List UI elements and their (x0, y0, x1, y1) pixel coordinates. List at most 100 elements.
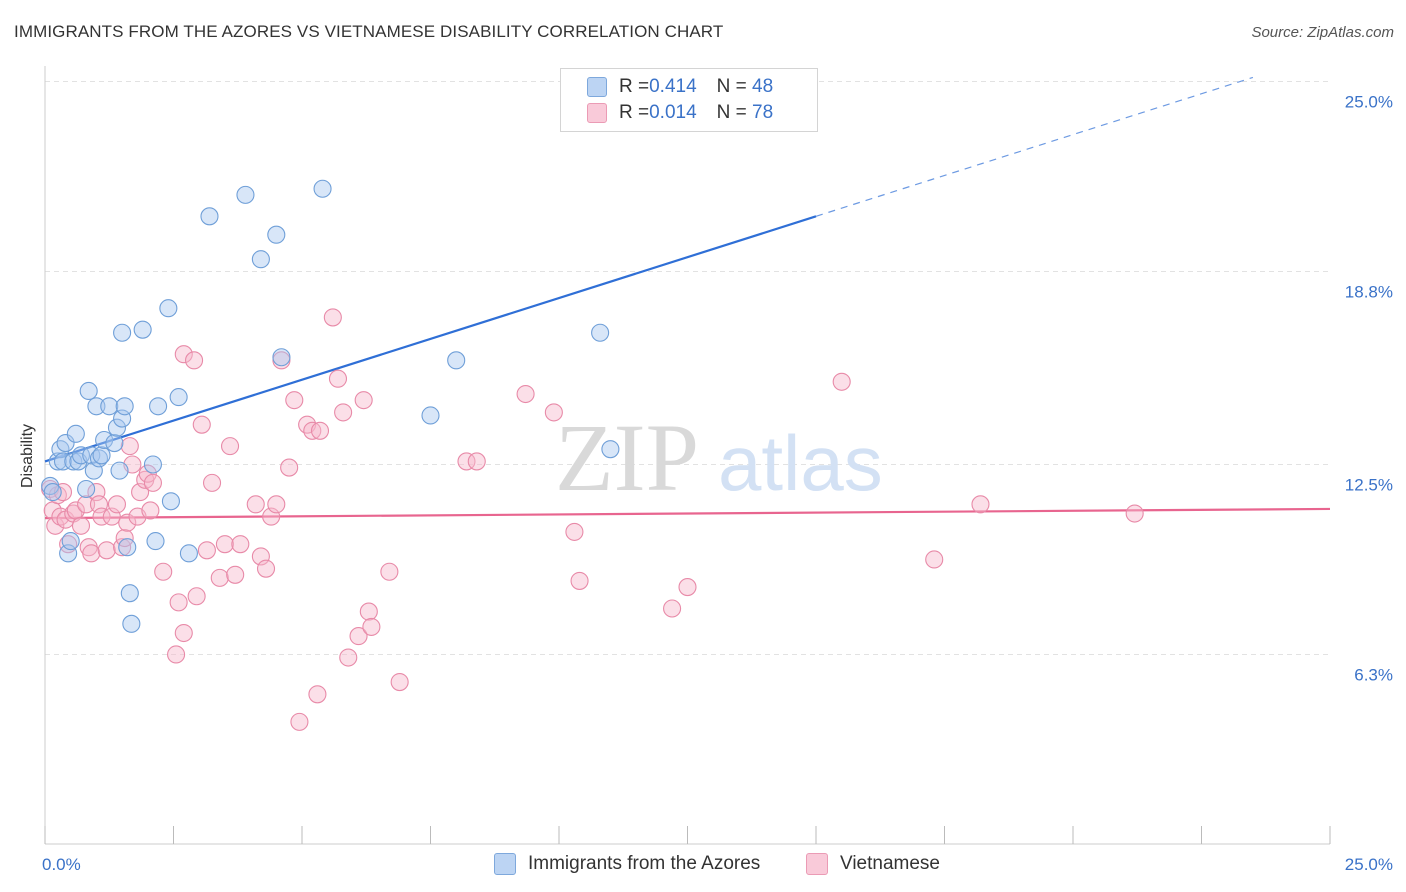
bottom-legend-swatch-blue (494, 853, 516, 875)
azores-point (71, 446, 91, 465)
azores-point (113, 323, 132, 342)
azores-point (110, 461, 129, 480)
vietnamese-point (349, 627, 368, 646)
vietnamese-point (192, 415, 211, 434)
azores-point (146, 532, 165, 551)
azores-point (447, 351, 466, 370)
vietnamese-point (256, 559, 276, 578)
vietnamese-point (267, 495, 286, 514)
azores-point (87, 397, 106, 416)
y-tick-label: 12.5% (1345, 476, 1393, 495)
vietnamese-point (92, 507, 111, 526)
azores-point (79, 381, 98, 401)
bottom-legend-swatch-pink (806, 853, 828, 875)
vietnamese-point (143, 473, 162, 492)
vietnamese-point (82, 544, 101, 563)
vietnamese-point (467, 452, 486, 471)
vietnamese-point (174, 345, 193, 364)
azores-point (95, 430, 114, 450)
vietnamese-point (303, 421, 322, 440)
azores-point (100, 397, 119, 416)
vietnamese-point (328, 369, 348, 388)
vietnamese-point (354, 391, 373, 410)
legend-box: R = 0.414 N = 48 R = 0.014 N = 78 (560, 68, 818, 132)
azores-point (120, 584, 139, 603)
azores-point (161, 492, 180, 511)
vietnamese-point (220, 437, 240, 456)
vietnamese-point (308, 685, 327, 704)
vietnamese-point (59, 535, 78, 554)
azores-point (200, 207, 219, 226)
azores-point (133, 320, 152, 339)
y-tick-label: 25.0% (1345, 93, 1393, 112)
azores-point (105, 434, 124, 453)
vietnamese-point (174, 623, 193, 643)
azores-point (591, 323, 610, 342)
vietnamese-point (77, 495, 96, 514)
vietnamese-point (359, 602, 378, 621)
azores-point (43, 483, 62, 502)
vietnamese-point (334, 403, 353, 422)
azores-point (53, 452, 73, 471)
vietnamese-point (280, 458, 299, 477)
vietnamese-point (107, 495, 127, 514)
vietnamese-point (169, 593, 188, 612)
vietnamese-point (544, 403, 563, 422)
vietnamese-point (516, 384, 535, 404)
bottom-legend-label: Vietnamese (840, 853, 940, 874)
vietnamese-point (925, 550, 944, 569)
azores-point (601, 440, 620, 459)
azores-point (56, 434, 75, 453)
azores-point (313, 179, 332, 198)
legend-r-value: 0.014 (649, 102, 697, 123)
legend-r-label: R = (619, 102, 650, 123)
x-tick-label: 25.0% (1345, 855, 1393, 874)
vietnamese-trend-line (44, 507, 1331, 520)
x-tick-label: 0.0% (42, 855, 81, 874)
vietnamese-point (187, 587, 206, 606)
vietnamese-point (285, 391, 304, 410)
vietnamese-point (120, 437, 139, 456)
watermark-atlas: atlas (718, 419, 883, 507)
data-points (41, 179, 1144, 731)
azores-point (143, 455, 162, 474)
vietnamese-point (138, 464, 157, 483)
tick-labels: 6.3% 12.5% 18.8% 25.0% 0.0% 25.0% (42, 93, 1393, 875)
vietnamese-point (210, 568, 229, 587)
vietnamese-point (203, 473, 222, 492)
axes (44, 66, 1331, 845)
vietnamese-point (71, 516, 91, 535)
vietnamese-point (141, 501, 160, 520)
azores-point (267, 225, 286, 244)
vietnamese-point (570, 571, 589, 590)
azores-point (77, 479, 96, 499)
vietnamese-point (1125, 504, 1144, 523)
vietnamese-point (226, 565, 245, 584)
legend-n-label: N = (716, 76, 753, 97)
legend-row-azores: R = 0.414 N = 48 (587, 75, 773, 99)
chart-title: IMMIGRANTS FROM THE AZORES VS VIETNAMESE… (14, 22, 724, 41)
vietnamese-point (678, 578, 697, 597)
azores-point (89, 449, 109, 468)
trend-lines (44, 76, 1331, 520)
vietnamese-point (339, 648, 358, 667)
watermark-zip: ZIP (555, 404, 699, 511)
vietnamese-point (971, 495, 990, 514)
azores-point (272, 348, 291, 367)
azores-point (236, 185, 255, 204)
bottom-legend-vietnamese: Vietnamese (806, 852, 940, 876)
azores-point (61, 532, 80, 551)
vietnamese-point (290, 712, 309, 731)
bottom-legend-azores: Immigrants from the Azores (494, 852, 760, 876)
azores-point (169, 388, 188, 407)
legend-n-value: 48 (752, 76, 774, 97)
vietnamese-point (832, 372, 851, 391)
watermark: ZIP atlas (555, 404, 883, 511)
vietnamese-point (380, 562, 399, 581)
vietnamese-point (167, 645, 186, 664)
azores-point (66, 424, 85, 443)
vietnamese-point (231, 535, 250, 554)
vietnamese-point (390, 672, 409, 692)
legend-r-label: R = (619, 76, 650, 97)
